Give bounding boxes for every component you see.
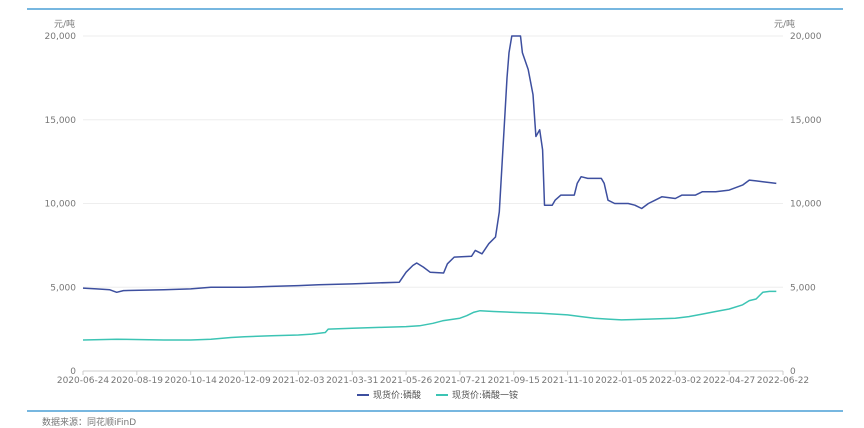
left-y-tick-label: 0 [70,367,76,377]
x-tick-label: 2020-08-19 [111,376,164,386]
right-axis-unit: 元/吨 [774,18,795,30]
right-y-tick-label: 20,000 [790,32,822,42]
right-y-tick-label: 5,000 [790,283,816,293]
left-y-tick-label: 10,000 [45,200,77,210]
x-tick-label: 2020-06-24 [57,376,110,386]
left-axis-unit: 元/吨 [54,18,75,30]
series-line-1 [82,35,777,294]
right-y-tick-label: 0 [790,367,796,377]
x-tick-label: 2021-03-31 [326,376,378,386]
x-tick-label: 2020-12-09 [218,376,271,386]
right-y-tick-label: 10,000 [790,200,822,210]
x-tick-label: 2021-05-26 [380,376,433,386]
series-lines [82,35,777,341]
data-source-note: 数据来源：同花顺iFinD [42,418,137,428]
x-tick-label: 2022-03-02 [649,376,701,386]
x-tick-label: 2022-06-22 [757,376,809,386]
x-tick-label: 2021-11-10 [541,376,594,386]
left-y-tick-label: 20,000 [45,32,77,42]
x-tick-label: 2022-01-05 [595,376,647,386]
gridlines [83,35,783,288]
legend-label: 现货价:磷酸 [373,389,421,401]
x-tick-label: 2021-09-15 [488,376,540,386]
left-y-tick-label: 15,000 [45,116,77,126]
right-y-axis: 0 5,000 10,000 15,000 20,000 [790,32,822,377]
series-line-2 [82,290,777,341]
legend-label: 现货价:磷酸一铵 [452,389,518,401]
left-y-axis: 0 5,000 10,000 15,000 20,000 [45,32,77,377]
right-y-tick-label: 15,000 [790,116,822,126]
left-y-tick-label: 5,000 [50,283,76,293]
x-tick-label: 2022-04-27 [703,376,755,386]
x-tick-label: 2021-07-21 [434,376,486,386]
legend: 现货价:磷酸 现货价:磷酸一铵 [357,389,518,401]
x-axis: 2020-06-24 2020-08-19 2020-10-14 2020-12-09… [57,371,809,386]
x-tick-label: 2020-10-14 [165,376,218,386]
x-tick-label: 2021-02-03 [272,376,324,386]
